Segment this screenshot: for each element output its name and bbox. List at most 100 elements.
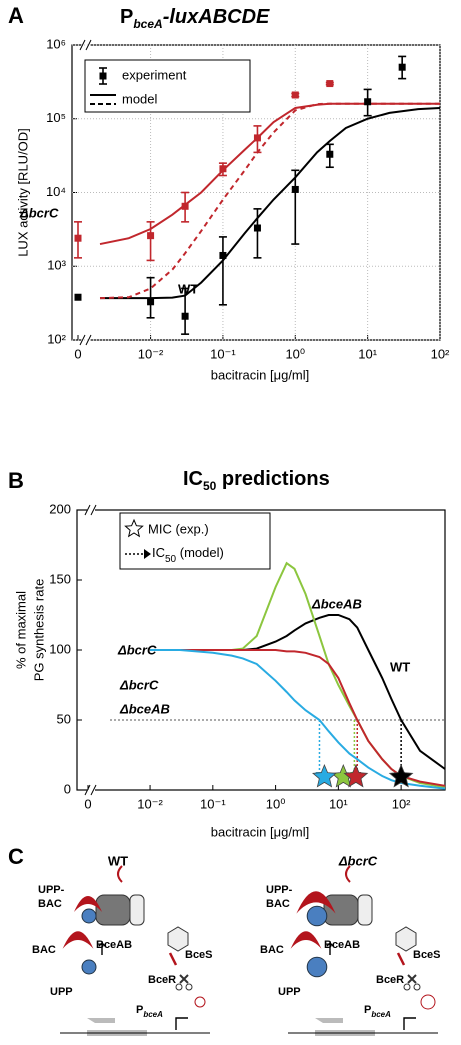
data-point: [291, 185, 299, 193]
x-tick-label: 0: [84, 796, 91, 811]
bac: [296, 891, 336, 914]
legend-icon: [124, 518, 144, 538]
regulator: [185, 983, 193, 991]
arrow: [98, 942, 106, 955]
chart-title-part: IC: [183, 468, 203, 490]
axis-break: [85, 39, 92, 51]
y-tick-label: 10⁵: [46, 110, 66, 125]
y-tick-label: 10³: [47, 258, 66, 273]
axis-break: [84, 504, 91, 516]
promoter-arrow: [175, 1017, 188, 1030]
x-tick-label: 10⁻²: [138, 346, 164, 361]
data-point: [181, 202, 189, 210]
data-point: [219, 251, 227, 259]
legend-label-part: 50: [165, 554, 177, 565]
axis-break: [90, 784, 97, 796]
legend-label: MIC (exp.): [148, 521, 209, 536]
y-tick-label: 10²: [47, 331, 66, 346]
data-point: [253, 224, 261, 232]
diagram-label: UPP: [278, 986, 301, 998]
panel-label: A: [8, 3, 24, 28]
legend-box: [84, 59, 251, 113]
panel-title: WT: [108, 853, 128, 868]
series-label: ΔbcrC: [119, 677, 159, 692]
chart-title-part: P: [120, 6, 133, 28]
y-tick-label: 0: [64, 781, 71, 796]
regulator: [413, 983, 421, 991]
regulator: [403, 983, 411, 991]
model-line: [150, 649, 446, 787]
chart-title-part: 50: [203, 479, 217, 493]
diagram-label: BAC: [260, 944, 284, 956]
annotation: ΔbcrC: [19, 205, 59, 220]
legend-label: model: [122, 91, 158, 106]
chart-title-part: predictions: [216, 468, 329, 490]
promoter-part: bceA: [143, 1010, 163, 1019]
x-tick-label: 0: [74, 346, 81, 361]
promoter-part: P: [364, 1004, 371, 1016]
transporter: [129, 894, 145, 926]
series-label: ΔbceAB: [119, 701, 170, 716]
x-tick-label: 10¹: [358, 346, 377, 361]
chart-title: PbceA-luxABCDE: [120, 6, 270, 31]
bac-flux: [345, 865, 351, 883]
diagram-label: BAC: [38, 898, 62, 910]
transporter: [95, 894, 131, 926]
diagram-label: UPP-: [38, 884, 65, 896]
x-tick-label: 10⁰: [266, 796, 286, 811]
regulator: [179, 974, 189, 984]
model-line: [99, 102, 440, 246]
y-axis-label: % of maximal: [13, 591, 28, 669]
gene-arrow: [315, 1018, 375, 1036]
upp: [306, 956, 328, 978]
y-tick-label: 150: [49, 571, 71, 586]
chart-title-part: -luxABCDE: [163, 6, 270, 28]
x-tick-label: 10¹: [329, 796, 348, 811]
legend-icon: [99, 72, 107, 80]
chart-title: IC50 predictions: [183, 468, 330, 493]
y-axis-label: PG synthesis rate: [31, 579, 46, 682]
axis-break: [79, 334, 86, 346]
upp: [81, 959, 97, 975]
kinase: [167, 926, 189, 952]
panel-label: B: [8, 468, 24, 493]
chart-title-part: bceA: [133, 17, 162, 31]
model-line: [100, 106, 441, 300]
x-tick-label: 10⁰: [285, 346, 305, 361]
legend-label: experiment: [122, 67, 187, 82]
data-point: [219, 165, 227, 173]
x-tick-label: 10²: [392, 796, 411, 811]
annotation: WT: [178, 281, 198, 296]
bac-flux: [117, 865, 123, 883]
legend-label-part: IC: [152, 545, 165, 560]
kinase: [395, 926, 417, 952]
model-line: [99, 102, 440, 300]
arrow: [326, 942, 334, 955]
y-tick-label: 50: [57, 711, 71, 726]
axis-break-gap: [82, 42, 90, 48]
diagram-label: BceR: [148, 974, 176, 986]
diagram-label: UPP-: [266, 884, 293, 896]
bac: [74, 896, 102, 912]
transporter: [357, 894, 373, 926]
data-point: [181, 312, 189, 320]
axis-break-gap: [82, 337, 90, 343]
data-point: [398, 63, 406, 71]
series-label: ΔbcrC: [117, 642, 157, 657]
y-tick-label: 200: [49, 501, 71, 516]
diagram-label: BAC: [266, 898, 290, 910]
panel-label: C: [8, 844, 24, 869]
x-axis-label: bacitracin [μg/ml]: [211, 824, 310, 839]
x-tick-label: 10²: [431, 346, 450, 361]
y-axis-label: LUX activity [RLU/OD]: [15, 128, 30, 257]
x-tick-label: 10⁻¹: [210, 346, 236, 361]
regulator: [407, 974, 417, 984]
y-tick-label: 10⁴: [46, 184, 66, 199]
axis-break-gap: [87, 507, 95, 513]
promoter-arrow: [403, 1017, 416, 1030]
data-point: [291, 91, 299, 99]
diagram-label: BceS: [413, 949, 441, 961]
y-tick-label: 100: [49, 641, 71, 656]
induction: [194, 996, 206, 1008]
